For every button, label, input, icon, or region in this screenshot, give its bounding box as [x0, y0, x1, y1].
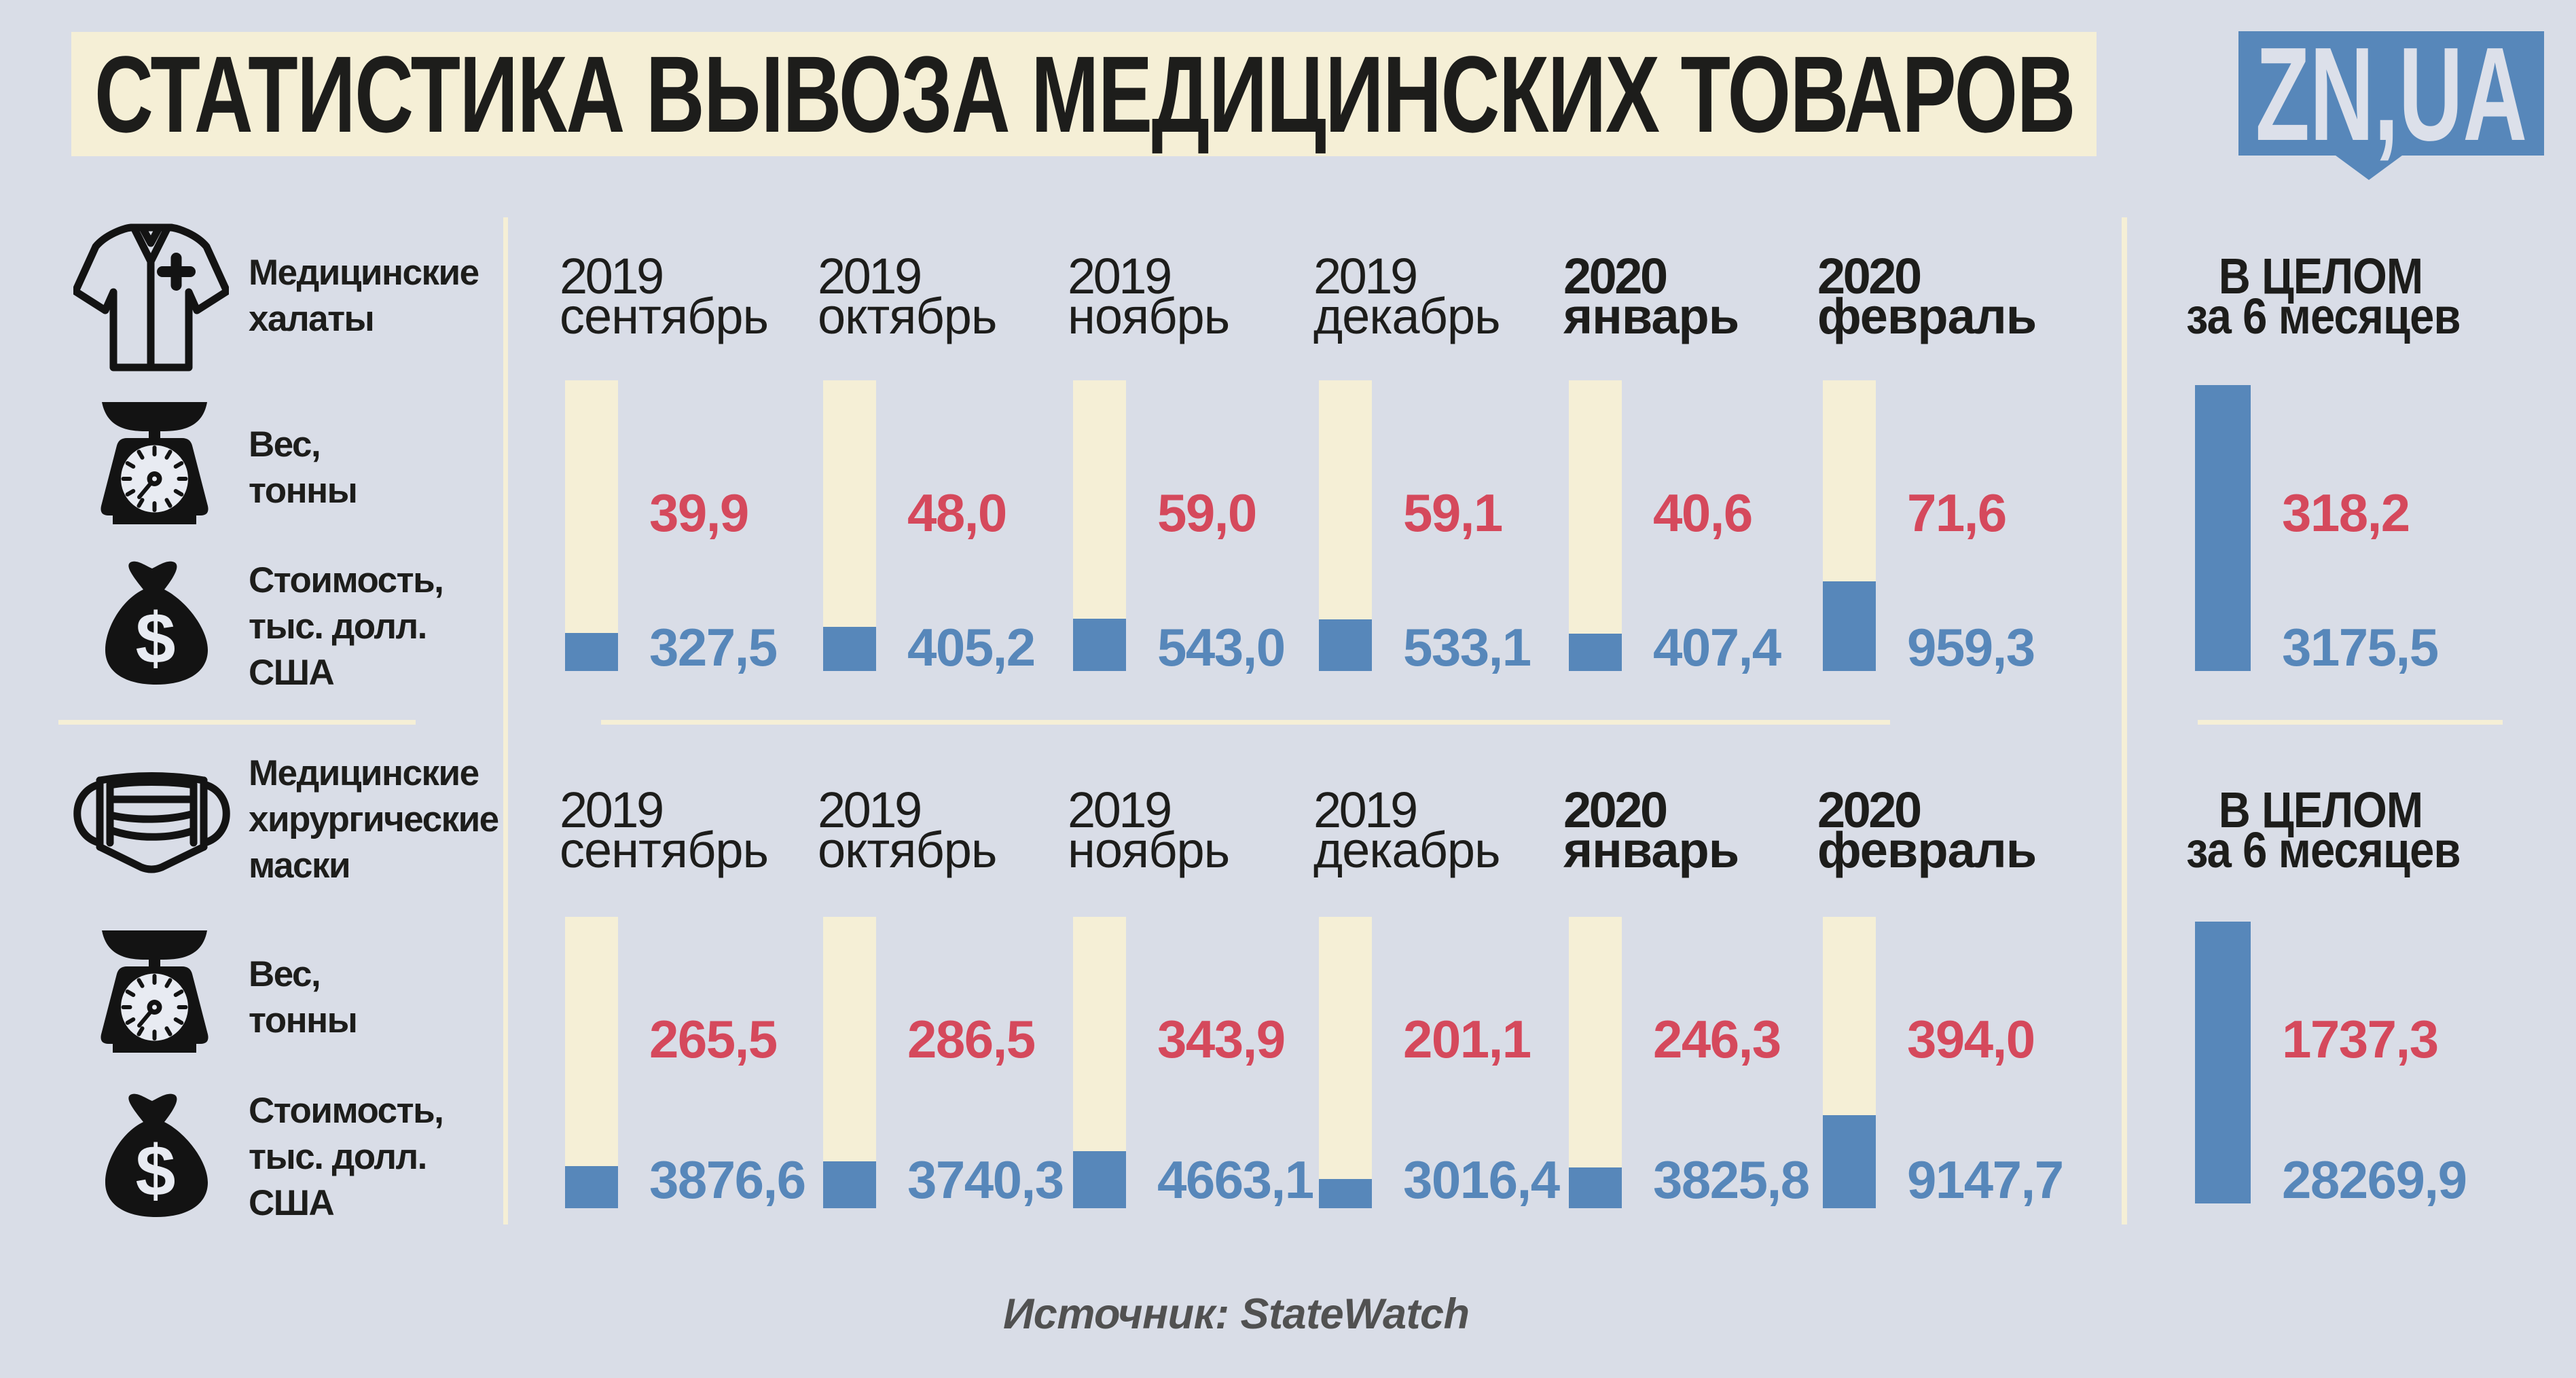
- svg-text:$: $: [136, 598, 176, 678]
- svg-text:$: $: [136, 1131, 176, 1211]
- svg-text:ZN,UA: ZN,UA: [2255, 31, 2527, 168]
